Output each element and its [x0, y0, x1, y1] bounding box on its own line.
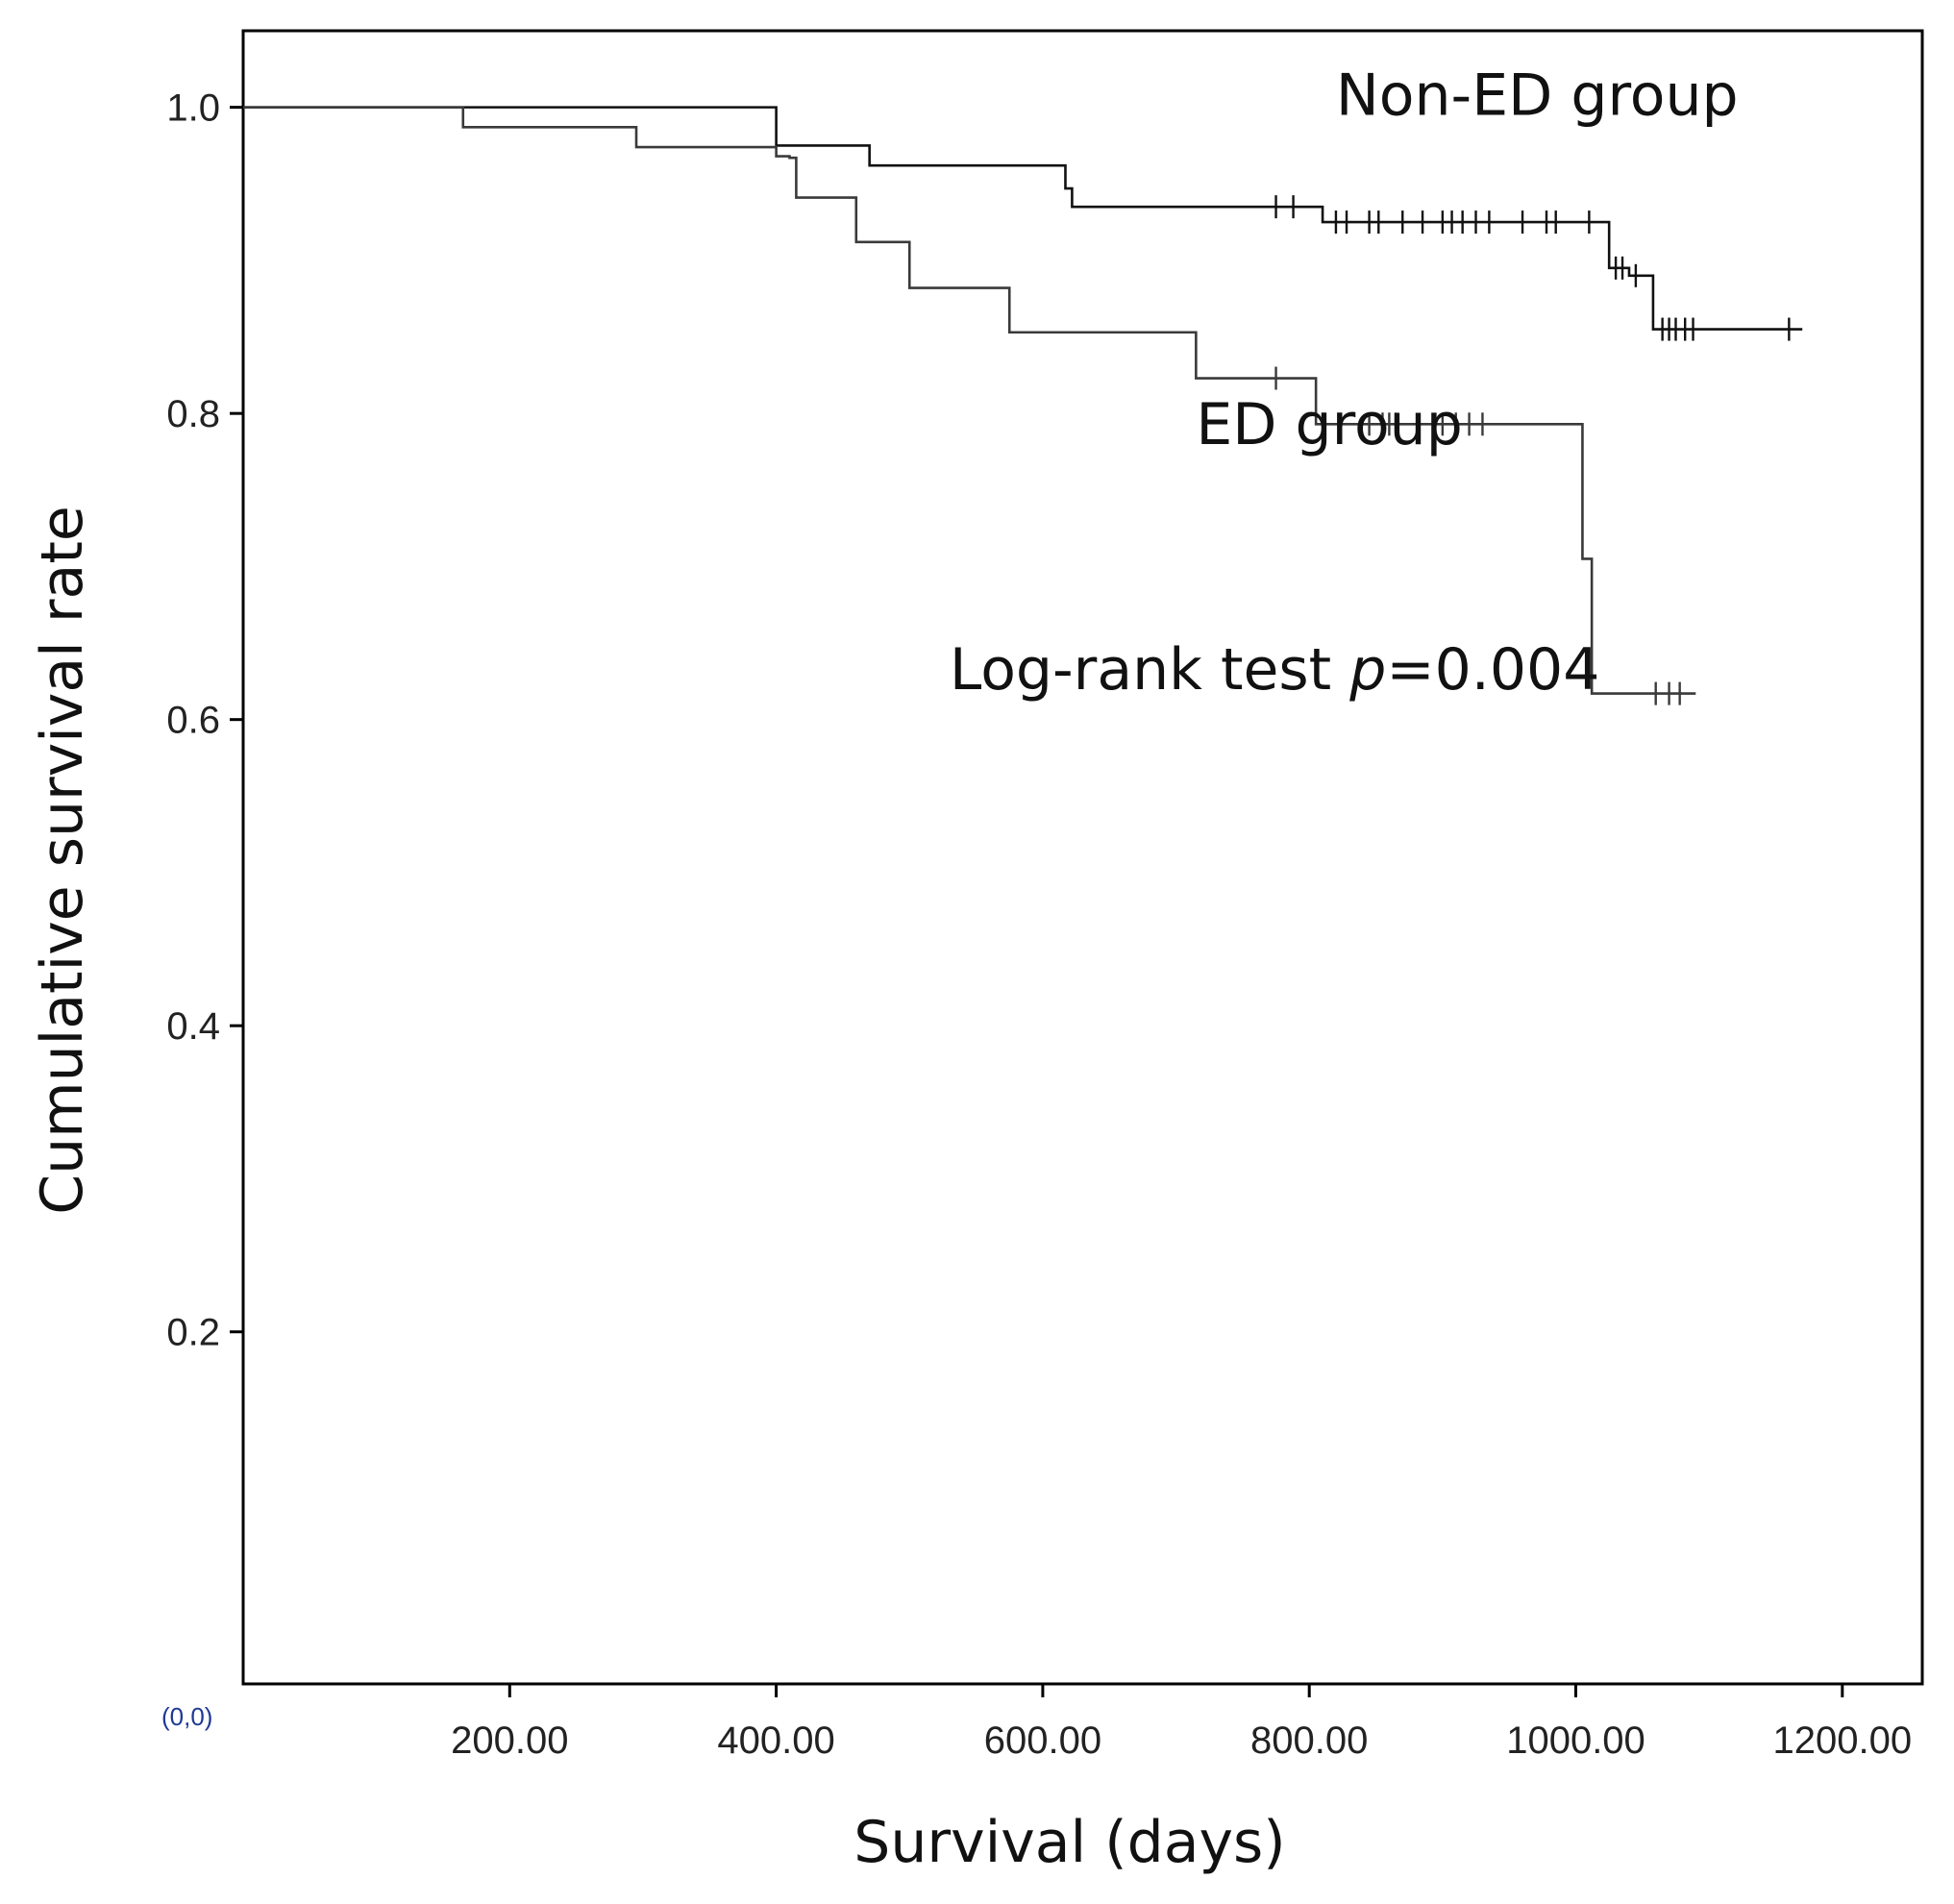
log-rank-p-value: =0.004	[1386, 636, 1599, 704]
plot-frame	[241, 29, 1924, 1686]
x-axis-title: Survival (days)	[853, 1809, 1285, 1876]
x-tick-label: 800.00	[1250, 1719, 1368, 1762]
annotation-non-ed-group: Non-ED group	[1336, 62, 1739, 130]
y-tick-label: 0.6	[166, 700, 220, 742]
y-tick-label: 0.2	[166, 1312, 220, 1354]
x-tick-label: 1200.00	[1773, 1719, 1913, 1762]
y-tick-label: 0.4	[166, 1005, 220, 1048]
x-tick-label: 600.00	[984, 1719, 1101, 1762]
log-rank-p-symbol: p	[1348, 636, 1386, 704]
censor-marks	[1274, 195, 1791, 705]
x-tick-label: 400.00	[717, 1719, 834, 1762]
x-axis: 200.00 400.00 600.00 800.00 1000.00 1200.00	[451, 1684, 1912, 1762]
x-tick-label: 200.00	[451, 1719, 568, 1762]
curve-non-ed-group	[243, 106, 1803, 331]
origin-label: (0,0)	[161, 1702, 212, 1731]
log-rank-prefix: Log-rank test	[950, 636, 1349, 704]
y-axis-title: Cumulative survival rate	[29, 506, 96, 1215]
y-tick-label: 1.0	[166, 87, 220, 130]
annotation-ed-group: ED group	[1196, 391, 1462, 458]
y-tick-label: 0.8	[166, 393, 220, 435]
x-tick-label: 1000.00	[1506, 1719, 1645, 1762]
survival-curves	[243, 106, 1803, 695]
annotation-log-rank-test: Log-rank test p=0.004	[950, 636, 1600, 704]
curve-ed-group	[243, 106, 1696, 695]
y-axis: 0.2 0.4 0.6 0.8 1.0	[166, 87, 243, 1354]
